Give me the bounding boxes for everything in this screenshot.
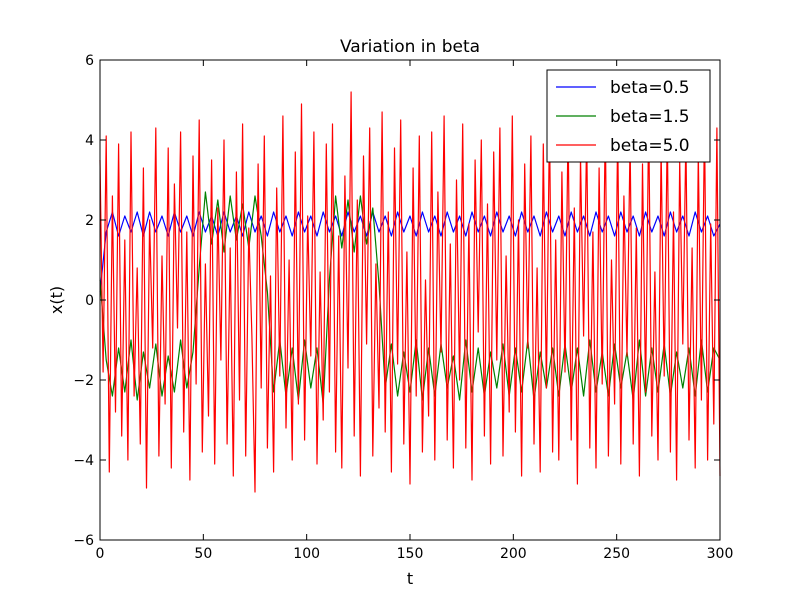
x-tick-label: 300 <box>707 546 734 562</box>
x-tick-label: 150 <box>397 546 424 562</box>
series-layer <box>99 91 721 493</box>
series-line-beta-1-5 <box>99 191 721 405</box>
y-tick-label: −4 <box>73 453 94 469</box>
chart-title: Variation in beta <box>340 37 480 57</box>
legend-label-beta-1-5: beta=1.5 <box>610 107 690 127</box>
legend-label-beta-5-0: beta=5.0 <box>610 136 690 156</box>
legend-label-beta-0-5: beta=0.5 <box>610 78 690 98</box>
x-tick-label: 50 <box>194 546 212 562</box>
y-tick-label: 0 <box>85 293 94 309</box>
y-axis-label: x(t) <box>47 286 66 314</box>
x-axis-label: t <box>407 569 413 588</box>
series-line-beta-5-0 <box>99 91 721 493</box>
y-tick-label: 4 <box>85 133 94 149</box>
ticks-layer: 0 50 100 150 200 250 300 −6 −4 −2 0 2 4 6 <box>73 53 733 562</box>
x-tick-label: 250 <box>603 546 630 562</box>
y-tick-label: 2 <box>85 213 94 229</box>
x-tick-label: 200 <box>500 546 527 562</box>
x-tick-label: 0 <box>96 546 105 562</box>
x-tick-label: 100 <box>293 546 320 562</box>
y-tick-label: −6 <box>73 533 94 549</box>
y-tick-label: 6 <box>85 53 94 69</box>
y-tick-label: −2 <box>73 373 94 389</box>
legend: beta=0.5 beta=1.5 beta=5.0 <box>546 69 711 163</box>
